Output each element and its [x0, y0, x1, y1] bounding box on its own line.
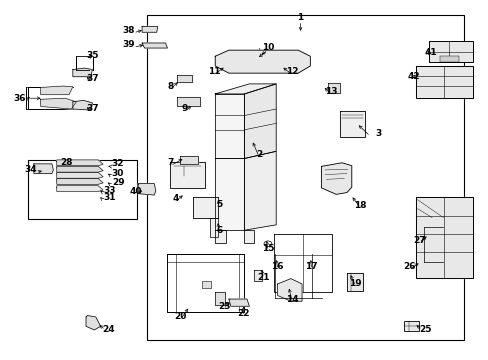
- Polygon shape: [57, 166, 103, 172]
- Polygon shape: [215, 158, 244, 230]
- Text: 39: 39: [122, 40, 135, 49]
- Polygon shape: [138, 184, 156, 195]
- Polygon shape: [215, 292, 224, 305]
- Polygon shape: [210, 218, 217, 237]
- Text: 10: 10: [261, 43, 274, 52]
- Polygon shape: [170, 162, 204, 188]
- Text: 41: 41: [424, 48, 436, 57]
- Text: 1: 1: [297, 13, 303, 22]
- Polygon shape: [244, 84, 276, 158]
- Text: 42: 42: [407, 72, 420, 81]
- Polygon shape: [215, 94, 244, 158]
- Text: 19: 19: [348, 279, 361, 288]
- Text: 12: 12: [285, 67, 298, 76]
- Text: 33: 33: [103, 185, 115, 194]
- Bar: [147, 15, 463, 339]
- Text: 28: 28: [60, 158, 73, 167]
- Polygon shape: [244, 230, 254, 243]
- Polygon shape: [177, 97, 199, 107]
- Text: 34: 34: [24, 166, 37, 175]
- Text: 4: 4: [172, 194, 178, 203]
- Text: 17: 17: [305, 262, 318, 271]
- Text: 29: 29: [112, 178, 124, 187]
- Polygon shape: [73, 100, 92, 110]
- Polygon shape: [215, 84, 276, 94]
- Polygon shape: [346, 273, 362, 291]
- Polygon shape: [321, 163, 351, 194]
- Text: 2: 2: [256, 150, 262, 159]
- Text: 5: 5: [216, 200, 222, 209]
- Polygon shape: [180, 156, 198, 164]
- Polygon shape: [41, 98, 76, 109]
- Text: 8: 8: [167, 82, 173, 91]
- Text: 38: 38: [122, 26, 134, 35]
- Polygon shape: [193, 197, 217, 218]
- Polygon shape: [328, 83, 339, 93]
- Text: 27: 27: [412, 236, 425, 245]
- Polygon shape: [339, 111, 365, 137]
- Text: 13: 13: [325, 86, 337, 95]
- Text: 21: 21: [256, 273, 269, 282]
- Polygon shape: [415, 66, 472, 98]
- Polygon shape: [34, 164, 53, 174]
- Polygon shape: [57, 186, 103, 192]
- Text: 37: 37: [86, 104, 99, 113]
- Text: 6: 6: [216, 226, 222, 235]
- Text: 25: 25: [418, 325, 431, 334]
- Polygon shape: [273, 234, 331, 292]
- Bar: [404, 320, 418, 331]
- Text: 23: 23: [217, 302, 230, 311]
- Polygon shape: [228, 299, 249, 306]
- Text: 14: 14: [285, 294, 298, 303]
- Bar: [27, 160, 137, 220]
- Text: 24: 24: [102, 325, 115, 334]
- Text: 16: 16: [271, 262, 284, 271]
- Polygon shape: [215, 50, 310, 73]
- Polygon shape: [142, 43, 167, 48]
- Text: 9: 9: [182, 104, 188, 113]
- Bar: [201, 281, 211, 288]
- Text: 11: 11: [207, 67, 220, 76]
- Polygon shape: [415, 197, 472, 278]
- Text: 3: 3: [374, 129, 381, 138]
- Text: 31: 31: [103, 193, 115, 202]
- Text: 15: 15: [261, 244, 274, 253]
- Text: 32: 32: [112, 159, 124, 168]
- Bar: [428, 41, 472, 62]
- Bar: [439, 56, 458, 62]
- Text: 22: 22: [237, 309, 249, 318]
- Text: 20: 20: [174, 312, 186, 321]
- Text: 40: 40: [130, 187, 142, 196]
- Text: 37: 37: [86, 75, 99, 84]
- Polygon shape: [277, 279, 302, 301]
- Text: 18: 18: [354, 201, 366, 210]
- Text: 35: 35: [86, 51, 99, 60]
- Polygon shape: [254, 270, 261, 281]
- Text: 30: 30: [112, 169, 124, 178]
- Polygon shape: [142, 27, 158, 32]
- Polygon shape: [73, 68, 92, 77]
- Polygon shape: [41, 86, 73, 95]
- Polygon shape: [215, 230, 225, 243]
- Text: 7: 7: [167, 158, 173, 167]
- Polygon shape: [57, 160, 103, 166]
- Text: 26: 26: [402, 262, 415, 271]
- Polygon shape: [177, 75, 191, 82]
- Text: 36: 36: [13, 94, 25, 103]
- Polygon shape: [57, 179, 103, 184]
- Polygon shape: [167, 253, 244, 312]
- Polygon shape: [244, 151, 276, 230]
- Polygon shape: [86, 316, 101, 330]
- Polygon shape: [57, 172, 103, 178]
